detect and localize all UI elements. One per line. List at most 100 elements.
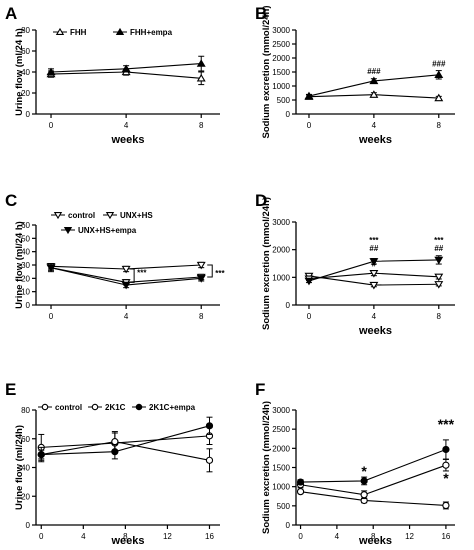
x-tick-label-b-0: 0: [307, 121, 312, 130]
panel-d: 0 1000 2000 3000 0 4 8 weeks Sodium excretion (m…: [261, 197, 455, 337]
x-axis-title-d: weeks: [358, 325, 392, 337]
y-tick-label-b-4: 2000: [272, 54, 290, 63]
x-tick-label-d-1: 4: [372, 312, 377, 321]
data-point-d-2-2: [434, 256, 444, 265]
legend-marker-e-2: [135, 403, 143, 411]
y-tick-label-e-2: 40: [21, 464, 30, 473]
y-tick-label-f-2: 1000: [272, 483, 290, 492]
y-tick-label-a-0: 0: [26, 110, 31, 119]
significance-bracket-c-0: [130, 268, 135, 283]
data-point-f-2-1: [360, 477, 368, 485]
data-point-c-2-0: [46, 264, 56, 273]
y-tick-label-d-3: 3000: [272, 218, 290, 227]
y-tick-label-d-1: 1000: [272, 273, 290, 282]
data-point-b-0-1: [369, 90, 379, 98]
x-tick-label-f-3: 12: [405, 532, 414, 541]
y-tick-label-b-6: 3000: [272, 26, 290, 35]
panel-letter-b: B: [255, 4, 267, 23]
panel-letter-e: E: [5, 380, 16, 399]
data-point-c-2-1: [121, 281, 131, 290]
x-tick-label-f-1: 4: [335, 532, 340, 541]
annotation-d-4: ##: [434, 244, 443, 253]
legend-label-c-1: UNX+HS: [120, 211, 153, 220]
y-tick-label-c-2: 20: [21, 274, 30, 283]
y-axis-title-a: Urine flow (ml/24 h): [14, 28, 25, 116]
x-tick-label-d-0: 0: [307, 312, 312, 321]
data-point-b-1-0: [304, 91, 314, 100]
y-tick-label-b-3: 1500: [272, 68, 290, 77]
y-tick-label-e-1: 20: [21, 492, 30, 501]
annotation-f-2: *: [443, 470, 449, 486]
annotation-f-0: *: [361, 463, 367, 479]
data-point-f-1-1: [360, 491, 368, 499]
y-tick-label-b-1: 500: [277, 96, 291, 105]
y-tick-label-f-4: 2000: [272, 444, 290, 453]
legend-label-c-2: UNX+HS+empa: [78, 226, 137, 235]
x-tick-label-b-1: 4: [372, 121, 377, 130]
y-tick-label-d-2: 2000: [272, 246, 290, 255]
panel-b: 0 500 1000 1500 2000 2500 3000 0 4 8 weeks Sodium e…: [261, 5, 455, 146]
y-tick-label-e-3: 60: [21, 435, 30, 444]
y-tick-label-c-5: 50: [21, 234, 30, 243]
annotation-d-3: ***: [434, 236, 444, 245]
legend-marker-a-0: [55, 27, 65, 35]
panel-f: 0 500 1000 1500 2000 2500 3000 0 4 8 12 16 weeks Sodi…: [261, 401, 455, 547]
data-point-f-1-2: [442, 461, 450, 469]
annotation-c-1: ***: [215, 269, 225, 278]
x-tick-label-c-0: 0: [49, 312, 54, 321]
y-tick-label-d-0: 0: [286, 301, 291, 310]
x-tick-label-e-0: 0: [39, 532, 44, 541]
legend-label-e-2: 2K1C+empa: [149, 403, 196, 412]
data-point-c-2-2: [196, 275, 206, 283]
legend-a: FHH FHH+empa: [53, 27, 173, 37]
panel-c: 0 10 20 30 40 50 60 0 4 8 Urine flow (ml/24 h) *** *…: [14, 211, 225, 321]
annotation-f-1: ***: [438, 416, 455, 432]
data-point-b-0-2: [434, 93, 444, 102]
legend-c: control UNX+HS UNX+HS+empa: [51, 211, 153, 235]
y-tick-label-b-0: 0: [286, 110, 291, 119]
y-tick-label-a-1: 20: [21, 89, 30, 98]
x-tick-label-e-2: 8: [123, 532, 128, 541]
y-tick-label-b-5: 2500: [272, 40, 290, 49]
data-point-d-1-1: [369, 270, 379, 278]
legend-marker-c-0: [53, 212, 63, 220]
series-line-e-1: [41, 441, 210, 461]
annotation-b-0: ###: [367, 67, 381, 76]
legend-label-e-1: 2K1C: [105, 403, 126, 412]
x-tick-label-f-0: 0: [298, 532, 303, 541]
x-tick-label-b-2: 8: [437, 121, 442, 130]
data-point-a-1-0: [46, 67, 56, 76]
x-axis-title-e: weeks: [110, 535, 144, 547]
x-tick-label-a-1: 4: [124, 121, 129, 130]
series-line-f-2: [300, 448, 447, 483]
annotation-d-2: #: [372, 259, 377, 268]
x-axis-title-b: weeks: [358, 134, 392, 146]
x-tick-label-e-4: 16: [205, 532, 214, 541]
data-point-a-0-2: [196, 73, 206, 82]
series-line-e-0: [41, 435, 210, 448]
y-tick-label-e-4: 80: [21, 406, 30, 415]
data-point-e-2-2: [205, 422, 214, 430]
panel-letter-f: F: [255, 380, 265, 399]
panel-a: 0 20 40 60 80 0 4 8 weeks Urine flow (ml/24 h) FHH…: [14, 26, 220, 146]
y-tick-label-a-2: 40: [21, 68, 30, 77]
data-point-d-2-0: [304, 277, 314, 286]
y-tick-label-f-6: 3000: [272, 406, 290, 415]
data-point-f-0-2: [442, 501, 450, 510]
y-tick-label-a-3: 60: [21, 47, 30, 56]
panel-letter-c: C: [5, 191, 17, 210]
panel-letters: A B C D E F: [5, 4, 267, 399]
y-tick-label-c-4: 40: [21, 248, 30, 257]
legend-marker-c-1: [105, 212, 115, 220]
y-axis-title-b: Sodium excretion (mmol/24h): [261, 5, 272, 138]
y-axis-title-d: Sodium excretion (mmol/24h): [261, 197, 272, 330]
y-tick-label-f-0: 0: [286, 521, 291, 530]
y-axis-title-c: Urine flow (ml/24 h): [14, 221, 25, 309]
x-tick-label-a-0: 0: [49, 121, 54, 130]
series-line-f-0: [300, 491, 446, 506]
panel-letter-d: D: [255, 191, 267, 210]
legend-label-e-0: control: [55, 403, 82, 412]
data-point-b-1-2: [434, 70, 444, 78]
data-point-e-2-1: [111, 448, 119, 456]
